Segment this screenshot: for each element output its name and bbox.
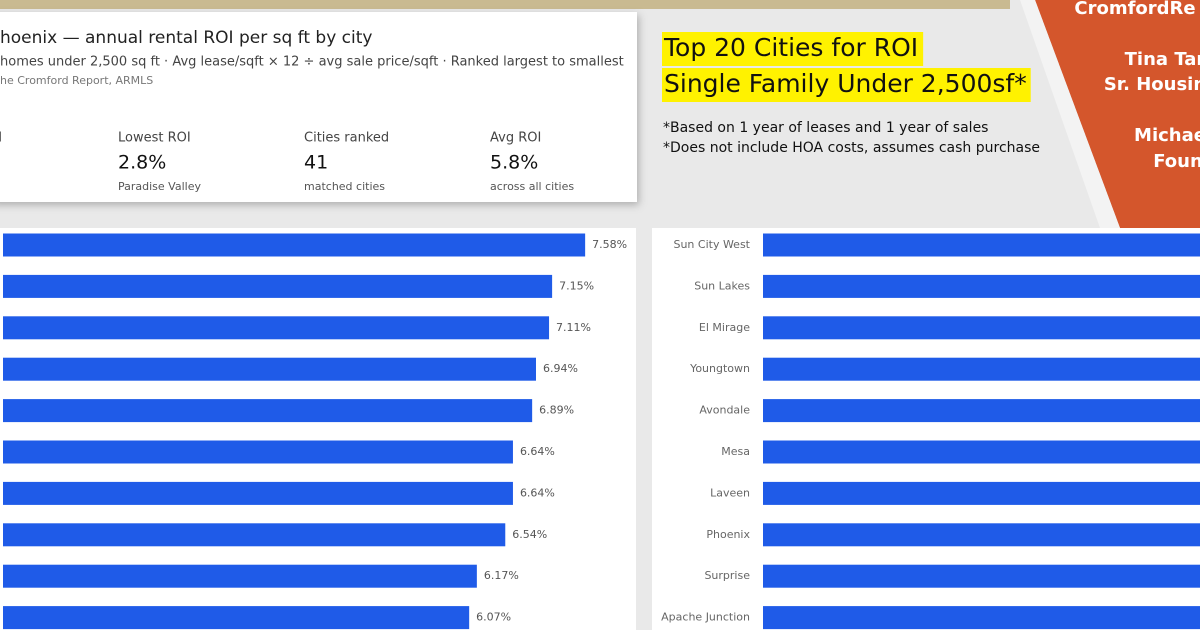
banner-line: Michae [1134, 125, 1200, 146]
bar [3, 399, 533, 423]
stat-label: OI [0, 131, 2, 146]
bar [3, 274, 553, 298]
bar [763, 357, 1200, 381]
bar [3, 523, 506, 547]
bar [3, 481, 513, 505]
value-label: 6.54% [512, 528, 547, 541]
right-title: Top 20 Cities for ROI [663, 33, 918, 62]
stat-value: 5.8% [490, 152, 538, 174]
category-label: Youngtown [689, 362, 750, 375]
stat-note: matched cities [304, 180, 385, 193]
value-label: 6.94% [543, 362, 578, 375]
stat-value: 41 [304, 152, 328, 174]
banner-line: Sr. Housin [1104, 74, 1200, 95]
top-strip [0, 0, 1010, 9]
bar [763, 440, 1200, 464]
card-subtitle: homes under 2,500 sq ft · Avg lease/sqft… [0, 55, 624, 70]
bar [763, 606, 1200, 630]
category-label: Apache Junction [661, 611, 750, 624]
category-label: Sun Lakes [694, 279, 750, 292]
note: *Based on 1 year of leases and 1 year of… [663, 120, 988, 136]
category-label: Sun City West [673, 238, 750, 251]
category-label: El Mirage [699, 321, 750, 334]
note: *Does not include HOA costs, assumes cas… [663, 140, 1040, 156]
stat-label: Lowest ROI [118, 131, 191, 146]
banner-line: Foun [1153, 151, 1200, 172]
value-label: 6.17% [484, 569, 519, 582]
bar [3, 440, 513, 464]
bar [3, 606, 470, 630]
summary-card [0, 12, 637, 202]
bar [763, 564, 1200, 588]
bar [763, 481, 1200, 505]
value-label: 6.64% [520, 445, 555, 458]
card-source: he Cromford Report, ARMLS [0, 74, 153, 87]
bar [763, 233, 1200, 257]
bar [763, 316, 1200, 340]
bar [3, 233, 586, 257]
stat-note: across all cities [490, 180, 574, 193]
category-label: Laveen [710, 486, 750, 499]
highlight [662, 68, 1031, 102]
bar [763, 274, 1200, 298]
bar [763, 523, 1200, 547]
value-label: 6.07% [476, 611, 511, 624]
value-label: 6.64% [520, 486, 555, 499]
banner-line: Tina Tar [1125, 49, 1200, 70]
value-label: 7.15% [559, 279, 594, 292]
bar [3, 357, 536, 381]
banner-line: CromfordRe [1074, 0, 1195, 19]
category-label: Mesa [721, 445, 750, 458]
bar [763, 399, 1200, 423]
category-label: Surprise [704, 569, 750, 582]
category-label: Phoenix [706, 528, 750, 541]
bar [3, 564, 477, 588]
banner-text: CromfordRe Tina Tar Sr. Housin Michae Fo… [1074, 0, 1200, 172]
value-label: 7.58% [592, 238, 627, 251]
bar [3, 316, 550, 340]
stat-label: Avg ROI [490, 131, 541, 146]
card-title: hoenix — annual rental ROI per sq ft by … [0, 28, 372, 48]
value-label: 6.89% [539, 404, 574, 417]
category-label: Avondale [699, 404, 750, 417]
stat-value: 2.8% [118, 152, 166, 174]
stat-note: Paradise Valley [118, 180, 201, 193]
highlight [662, 32, 924, 66]
banner-edge [1020, 0, 1120, 228]
stat-label: Cities ranked [304, 131, 389, 146]
value-label: 7.11% [556, 321, 591, 334]
right-subtitle: Single Family Under 2,500sf* [664, 69, 1027, 98]
banner [1035, 0, 1200, 228]
